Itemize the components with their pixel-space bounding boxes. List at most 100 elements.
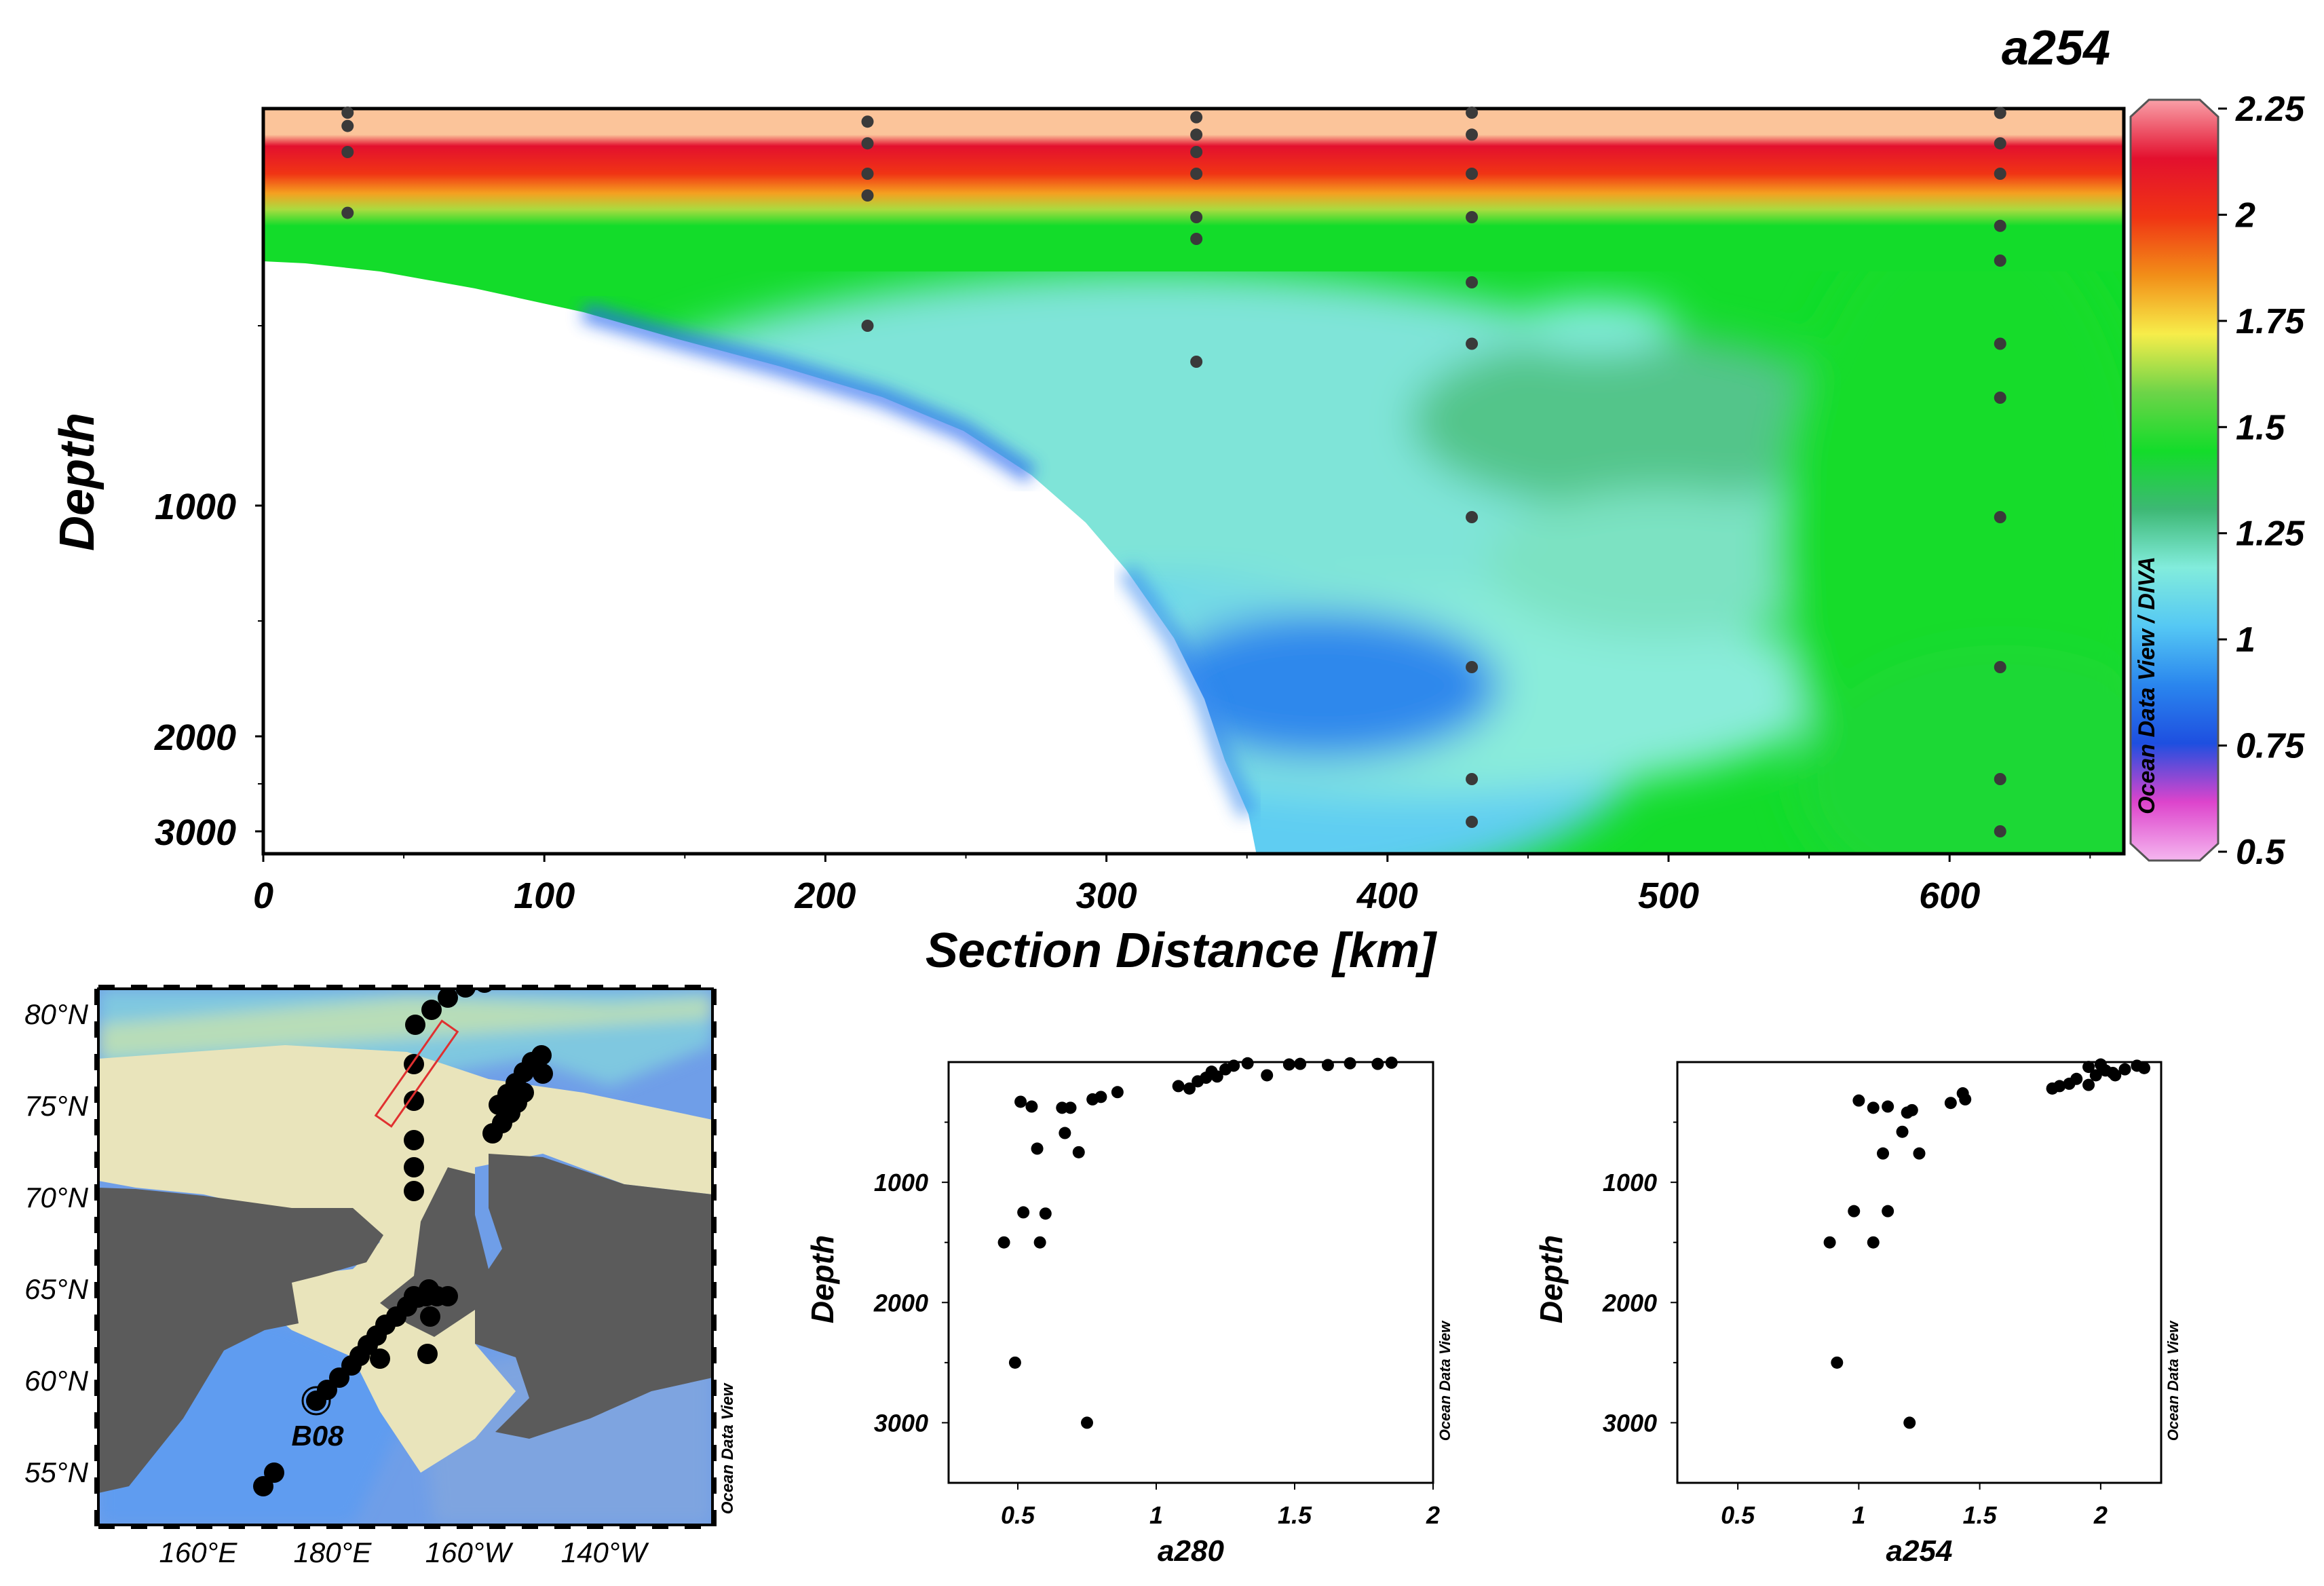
map-border-dash <box>652 1524 668 1529</box>
scatter-point <box>2082 1061 2095 1074</box>
scatter-x-tick-label: 0.5 <box>1721 1501 1755 1529</box>
sample-point <box>1994 337 2006 350</box>
scatter-point <box>1867 1101 1880 1114</box>
sample-point <box>1190 146 1203 158</box>
map-lon-label: 140°W <box>561 1536 649 1568</box>
map-station-dot <box>264 1462 284 1483</box>
map-border-dash <box>94 1510 100 1526</box>
map-station-dot <box>404 1130 424 1150</box>
map-border-dash <box>326 985 343 990</box>
sample-point <box>861 115 874 128</box>
map-border-dash <box>94 1380 100 1396</box>
map-border-dash <box>652 985 668 990</box>
map-border-dash <box>685 985 701 990</box>
map-station-dot <box>421 1000 442 1020</box>
map-station-dot <box>455 989 476 998</box>
map-border-dash <box>94 1477 100 1494</box>
sample-point <box>1190 168 1203 180</box>
map-border-dash <box>620 1524 636 1529</box>
scatter-point <box>2094 1058 2107 1071</box>
map-border-dash <box>711 1087 717 1103</box>
scatter-point <box>1385 1056 1398 1069</box>
scatter-point <box>1081 1416 1093 1429</box>
sample-point <box>1994 511 2006 523</box>
map-border-dash <box>94 1087 100 1103</box>
sample-point <box>341 107 354 119</box>
colorbar-tick-label: 1.5 <box>2236 408 2285 447</box>
sample-point <box>861 168 874 180</box>
map-border-dash <box>711 1282 717 1298</box>
sample-point <box>1466 337 1479 350</box>
map-station-dot <box>404 1157 424 1177</box>
map-border-dash <box>229 1524 245 1529</box>
station-label-b08: B08 <box>291 1420 344 1452</box>
map-border-dash <box>392 1524 408 1529</box>
scatter-point <box>1064 1101 1077 1114</box>
scatter-y-tick-label: 2000 <box>873 1289 928 1317</box>
map-border-dash <box>489 1524 506 1529</box>
map-border-dash <box>94 1347 100 1363</box>
map-border-dash <box>457 1524 473 1529</box>
section-y-tick-label: 1000 <box>155 487 236 527</box>
map-station-dot <box>533 1063 553 1084</box>
map-station-dot <box>420 1306 440 1327</box>
scatter-point <box>1905 1103 1918 1116</box>
sample-point <box>1190 211 1203 223</box>
map-shelf <box>98 1045 712 1473</box>
section-x-tick-label: 400 <box>1356 875 1418 916</box>
map-border-dash <box>131 985 147 990</box>
map-border-dash <box>711 1347 717 1363</box>
map-border-dash <box>522 1524 538 1529</box>
scatter-frame <box>947 1061 1434 1484</box>
scatter-point <box>1211 1070 1223 1083</box>
map-station-dot <box>531 1045 552 1065</box>
map-station-dot <box>404 1091 424 1111</box>
scatter-point <box>1896 1125 1909 1138</box>
colorbar-tick-label: 0.75 <box>2236 727 2305 766</box>
sample-point <box>1466 816 1479 828</box>
section-x-tick-label: 100 <box>514 875 575 916</box>
colorbar-tick-label: 1.25 <box>2236 514 2305 554</box>
colorbar-ticks: 2.25 2 1.75 1.5 1.25 1 0.75 0.5 <box>2218 90 2305 872</box>
scatter-point <box>2138 1061 2151 1074</box>
sample-point <box>1190 128 1203 141</box>
map-border-dash <box>94 1445 100 1461</box>
map-border-dash <box>294 1524 310 1529</box>
scatter-point <box>1282 1058 1295 1071</box>
map-border-dash <box>711 1249 717 1266</box>
sample-point <box>1466 128 1479 141</box>
station-map: B08 80°N 75°N 70°N 65°N 60°N 55°N 160°E 180°E 16… <box>24 985 737 1568</box>
sample-point <box>1994 773 2006 785</box>
map-border-dash <box>554 1524 571 1529</box>
map-border-dash <box>711 1152 717 1168</box>
scatter-point <box>1017 1206 1030 1219</box>
scatter-point <box>1039 1207 1052 1220</box>
sample-point <box>341 119 354 132</box>
map-border-dash <box>94 989 100 1005</box>
scatter-x-tick-label: 1 <box>1852 1501 1865 1529</box>
map-border-dash <box>711 1119 717 1135</box>
section-plot: a254 0 100 200 300 4 <box>50 21 2305 978</box>
map-border-dash <box>196 985 212 990</box>
map-station-dot <box>253 1476 273 1496</box>
scatter-point <box>1261 1069 1274 1082</box>
map-border-dash <box>98 1524 115 1529</box>
map-border-dash <box>711 1477 717 1494</box>
sample-point <box>861 320 874 332</box>
map-border-dash <box>522 985 538 990</box>
scatter-a254: 0.5 1 1.5 2 1000 2000 3000 a254 Depth Ocean Data … <box>1534 1058 2182 1568</box>
scatter-point <box>1227 1059 1240 1072</box>
scatter-point <box>1033 1236 1046 1249</box>
map-border-dash <box>98 985 115 990</box>
map-land <box>98 1154 712 1493</box>
section-highlight-box <box>374 1019 459 1128</box>
map-lat-label: 60°N <box>24 1365 89 1397</box>
section-stations <box>341 107 2006 837</box>
section-x-tick-label: 600 <box>1919 875 1980 916</box>
map-border-dash <box>326 1524 343 1529</box>
sample-point <box>1466 661 1479 673</box>
scatter-point <box>1294 1057 1307 1070</box>
sample-point <box>1466 211 1479 223</box>
map-lat-label: 80°N <box>24 998 89 1030</box>
scatter-point <box>1867 1236 1880 1249</box>
